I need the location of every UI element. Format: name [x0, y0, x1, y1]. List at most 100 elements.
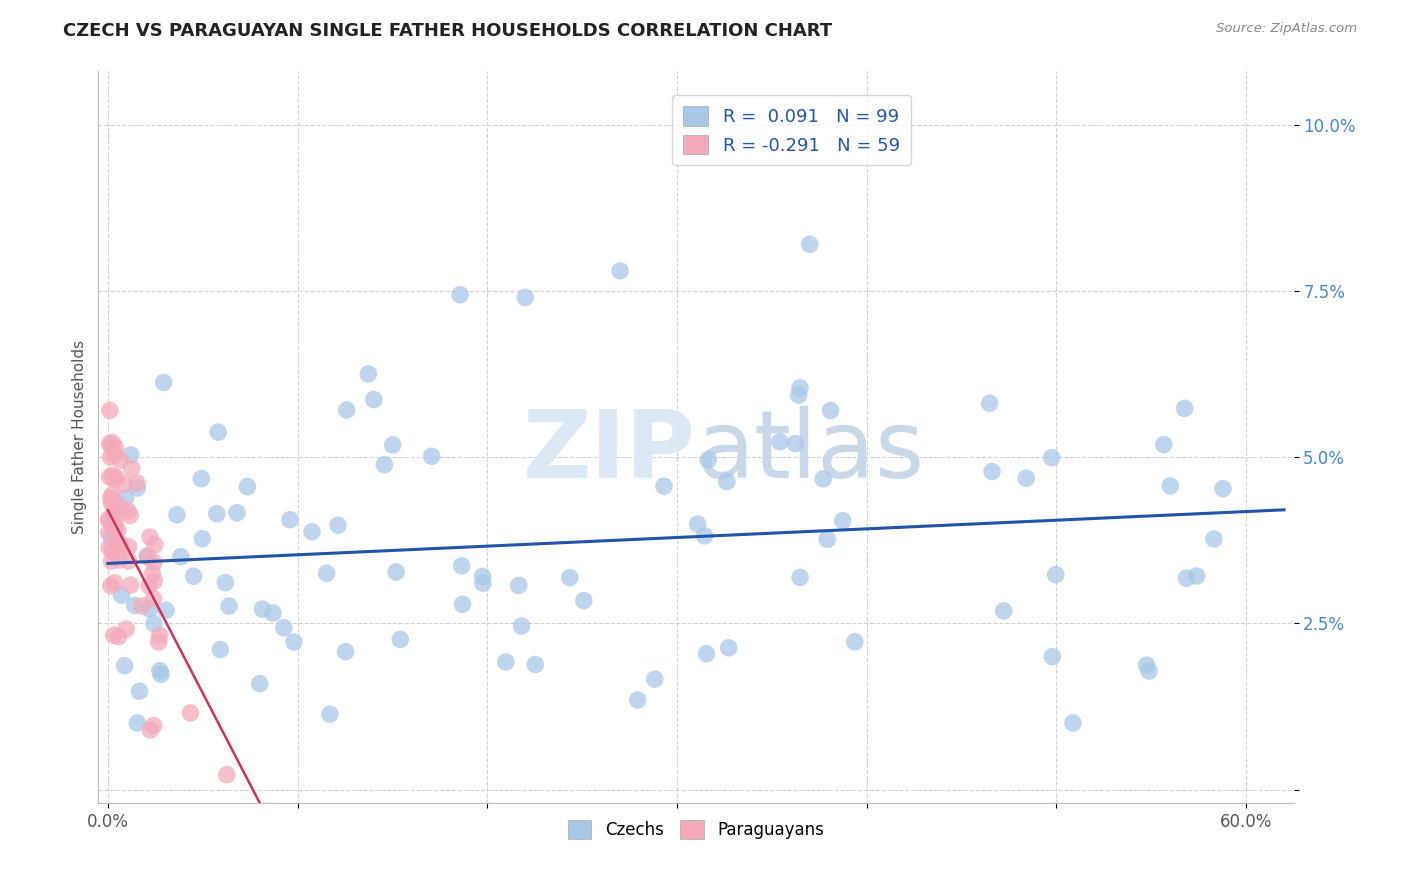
Point	[104, 515, 127, 529]
Point	[1202, 532, 1225, 546]
Text: Source: ZipAtlas.com: Source: ZipAtlas.com	[1216, 22, 1357, 36]
Point	[103, 522, 125, 536]
Point	[558, 570, 581, 584]
Legend: Czechs, Paraguayans: Czechs, Paraguayans	[561, 814, 831, 846]
Point	[142, 718, 165, 732]
Point	[114, 477, 136, 491]
Point	[831, 514, 853, 528]
Point	[103, 508, 125, 523]
Point	[101, 488, 124, 502]
Point	[104, 441, 127, 455]
Point	[100, 531, 122, 545]
Point	[524, 657, 547, 672]
Point	[170, 549, 193, 564]
Point	[1015, 471, 1038, 485]
Point	[652, 479, 675, 493]
Point	[1040, 450, 1063, 465]
Point	[471, 576, 494, 591]
Point	[609, 264, 631, 278]
Point	[315, 566, 337, 581]
Point	[115, 622, 138, 636]
Point	[693, 529, 716, 543]
Point	[686, 517, 709, 532]
Point	[143, 616, 166, 631]
Point	[1185, 569, 1208, 583]
Point	[389, 632, 412, 647]
Point	[148, 635, 170, 649]
Text: atlas: atlas	[696, 406, 924, 498]
Point	[789, 381, 811, 395]
Point	[471, 569, 494, 583]
Point	[117, 554, 139, 568]
Point	[101, 435, 124, 450]
Text: CZECH VS PARAGUAYAN SINGLE FATHER HOUSEHOLDS CORRELATION CHART: CZECH VS PARAGUAYAN SINGLE FATHER HOUSEH…	[63, 22, 832, 40]
Point	[98, 403, 121, 417]
Point	[191, 532, 214, 546]
Point	[207, 425, 229, 439]
Point	[98, 436, 121, 450]
Point	[508, 578, 530, 592]
Point	[236, 480, 259, 494]
Point	[1137, 664, 1160, 678]
Y-axis label: Single Father Households: Single Father Households	[72, 340, 87, 534]
Point	[1062, 716, 1084, 731]
Point	[155, 603, 177, 617]
Point	[1174, 401, 1197, 416]
Point	[209, 642, 232, 657]
Point	[1045, 567, 1067, 582]
Point	[103, 521, 125, 535]
Point	[107, 524, 129, 538]
Point	[136, 549, 159, 564]
Point	[820, 403, 842, 417]
Point	[149, 628, 172, 642]
Point	[697, 452, 720, 467]
Point	[100, 554, 122, 568]
Point	[114, 491, 136, 505]
Point	[101, 468, 124, 483]
Point	[142, 591, 165, 606]
Point	[1135, 658, 1157, 673]
Point	[214, 575, 236, 590]
Point	[105, 471, 128, 485]
Point	[495, 655, 517, 669]
Point	[138, 602, 160, 616]
Point	[450, 558, 472, 573]
Point	[1159, 479, 1181, 493]
Point	[451, 597, 474, 611]
Point	[981, 465, 1004, 479]
Point	[1175, 571, 1198, 585]
Point	[136, 549, 159, 563]
Point	[572, 593, 595, 607]
Point	[1153, 437, 1175, 451]
Point	[205, 507, 228, 521]
Point	[326, 518, 349, 533]
Point	[811, 472, 834, 486]
Point	[993, 604, 1015, 618]
Point	[152, 376, 174, 390]
Point	[97, 512, 120, 526]
Point	[104, 448, 127, 462]
Point	[252, 602, 274, 616]
Point	[120, 508, 142, 523]
Point	[107, 630, 129, 644]
Point	[127, 481, 149, 495]
Point	[103, 628, 125, 642]
Point	[128, 684, 150, 698]
Point	[844, 634, 866, 648]
Point	[104, 575, 127, 590]
Point	[218, 599, 240, 613]
Point	[138, 579, 160, 593]
Point	[139, 723, 162, 737]
Point	[100, 440, 122, 454]
Point	[190, 472, 212, 486]
Point	[515, 290, 537, 304]
Point	[717, 640, 740, 655]
Point	[215, 767, 238, 781]
Point	[716, 475, 738, 489]
Point	[98, 513, 121, 527]
Point	[278, 513, 301, 527]
Point	[97, 525, 120, 540]
Point	[141, 566, 163, 581]
Text: ZIP: ZIP	[523, 406, 696, 498]
Point	[979, 396, 1001, 410]
